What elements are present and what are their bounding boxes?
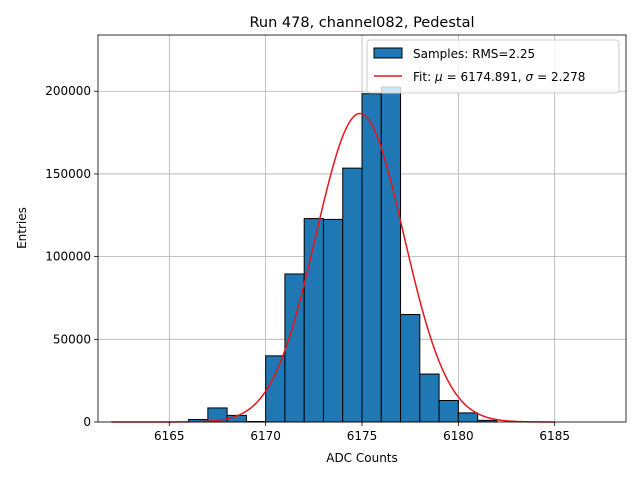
histogram-bar: [362, 94, 381, 422]
y-tick-label: 100000: [45, 250, 91, 264]
legend-fit-label: Fit: μ = 6174.891, σ= 2.278: [413, 70, 585, 84]
legend-histogram-label: Samples: RMS=2.25: [413, 47, 535, 61]
histogram-bar: [381, 87, 400, 422]
legend-fit-prefix: Fit:: [413, 70, 435, 84]
y-tick-label: 200000: [45, 84, 91, 98]
histogram-bar: [266, 356, 285, 422]
histogram-bar: [439, 401, 458, 423]
x-tick-label: 6180: [443, 429, 474, 443]
x-tick-label: 6175: [347, 429, 378, 443]
y-tick-label: 50000: [53, 332, 91, 346]
x-tick-label: 6165: [154, 429, 185, 443]
y-axis-label: Entries: [15, 207, 29, 249]
legend-fit-mu-symbol: μ: [434, 70, 443, 84]
x-tick-label: 6170: [250, 429, 281, 443]
x-tick-label: 6185: [539, 429, 570, 443]
legend-fit-sigma-symbol: σ: [526, 70, 534, 84]
legend-histogram-swatch: [374, 48, 402, 58]
histogram-bar: [401, 315, 420, 423]
histogram-bar: [304, 219, 323, 422]
y-tick-label: 150000: [45, 167, 91, 181]
histogram-bar: [323, 219, 342, 422]
y-tick-label: 0: [83, 415, 91, 429]
histogram-bar: [343, 168, 362, 422]
legend-fit-mu-value: = 6174.891,: [447, 70, 522, 84]
legend-fit-sigma-value: = 2.278: [537, 70, 585, 84]
histogram-bar: [420, 374, 439, 422]
histogram-bar: [458, 413, 477, 422]
chart-title: Run 478, channel082, Pedestal: [249, 15, 474, 31]
x-axis-label: ADC Counts: [326, 451, 398, 465]
legend: Samples: RMS=2.25 Fit: μ = 6174.891, σ= 2.…: [367, 40, 619, 93]
